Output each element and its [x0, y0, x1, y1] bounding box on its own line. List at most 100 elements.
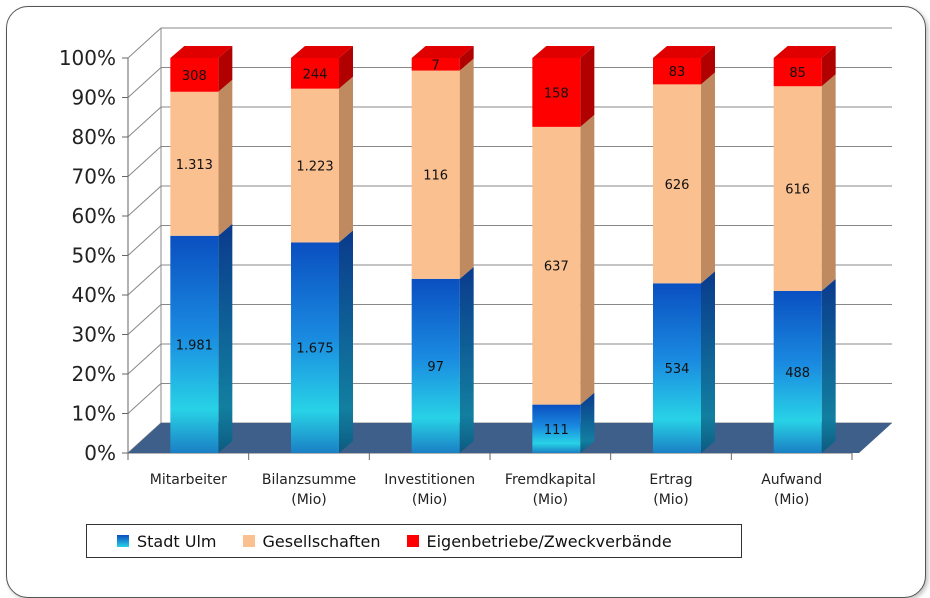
gridline-side	[127, 67, 162, 98]
x-tick-label: Aufwand	[761, 472, 822, 488]
legend-swatch-stadt-ulm	[117, 535, 129, 547]
bar-side	[459, 46, 474, 71]
data-label: 488	[785, 366, 810, 381]
gridline-side	[127, 225, 162, 256]
y-tick-label: 100%	[59, 46, 116, 70]
gridline-side	[127, 343, 162, 375]
legend-item-eigenbetriebe: Eigenbetriebe/Zweckverbände	[406, 531, 672, 551]
data-label: 1.313	[176, 158, 213, 173]
data-label: 85	[789, 66, 806, 81]
x-tick-label: Bilanzsumme	[262, 472, 356, 488]
bar-top	[291, 46, 353, 58]
data-label: 7	[432, 58, 440, 73]
legend-swatch-gesellschaften	[242, 535, 255, 547]
bar-top	[773, 46, 836, 58]
bar-side	[459, 58, 474, 279]
y-tick-label: 10%	[72, 402, 116, 426]
bar-segment	[532, 404, 581, 453]
data-label: 626	[665, 178, 690, 193]
y-tick-label: 40%	[72, 283, 116, 307]
y-tick-label: 70%	[72, 165, 116, 189]
gridline-side	[127, 383, 162, 414]
bar-segment	[170, 91, 219, 236]
x-tick-label: Ertrag	[649, 472, 692, 488]
bar-side	[339, 46, 353, 89]
bar-top	[532, 46, 595, 58]
y-tick-label: 80%	[72, 125, 116, 149]
y-tick-label: 60%	[72, 204, 116, 228]
bar-segment	[653, 283, 701, 453]
bar-side	[580, 46, 595, 127]
bar-side	[580, 392, 595, 453]
bar-side	[218, 79, 233, 236]
bar-side	[821, 46, 836, 87]
bar-side	[701, 72, 715, 284]
legend-swatch-eigenbetriebe	[406, 535, 419, 547]
data-label: 244	[303, 67, 328, 82]
bar-segment	[532, 58, 581, 127]
bar-top	[653, 46, 715, 58]
data-label: 616	[785, 183, 810, 198]
bar-side	[218, 223, 233, 453]
bar-side	[339, 230, 353, 453]
x-tick-label: Fremdkapital	[505, 472, 596, 488]
bar-side	[821, 74, 836, 291]
bar-side	[701, 46, 715, 85]
legend-label: Eigenbetriebe/Zweckverbände	[426, 531, 672, 551]
bar-segment	[773, 290, 822, 453]
bar-top	[170, 46, 233, 58]
bar-segment	[291, 242, 339, 453]
bar-segment	[411, 70, 460, 279]
data-label: 1.981	[176, 338, 213, 353]
legend: Stadt Ulm Gesellschaften Eigenbetriebe/Z…	[86, 524, 742, 558]
gridline-side	[127, 185, 162, 217]
gridline-side	[127, 304, 162, 335]
gridline-side	[127, 106, 162, 138]
bar-segment	[532, 126, 581, 405]
data-label: 534	[665, 362, 690, 377]
data-label: 637	[544, 260, 569, 275]
x-tick-label: (Mio)	[412, 492, 447, 508]
legend-item-gesellschaften: Gesellschaften	[242, 531, 381, 551]
y-tick-label: 90%	[72, 86, 116, 110]
x-tick-label: (Mio)	[653, 492, 688, 508]
x-tick-label: Mitarbeiter	[150, 472, 227, 488]
y-tick-label: 50%	[72, 244, 116, 268]
bar-segment	[653, 58, 701, 85]
bar-segment	[773, 58, 822, 87]
x-tick-label: (Mio)	[291, 492, 326, 508]
bar-side	[580, 114, 595, 405]
bar-side	[821, 278, 836, 453]
stacked-bar-chart: 0% 10% 20% 30% 40% 50% 60% 70% 80% 90% 100% 1.981 1.…	[59, 27, 892, 508]
bar-segment	[170, 235, 219, 453]
gridline-side	[127, 264, 162, 296]
data-label: 83	[669, 65, 686, 80]
bar-segment	[291, 88, 339, 243]
bar-segment	[411, 58, 460, 71]
data-label: 158	[544, 86, 569, 101]
data-label: 1.675	[296, 342, 333, 357]
gridline-side	[127, 146, 162, 177]
legend-label: Gesellschaften	[262, 531, 381, 551]
bar-segment	[291, 58, 339, 89]
bar-segment	[773, 86, 822, 291]
data-label: 111	[544, 423, 569, 438]
y-tick-label: 0%	[84, 441, 116, 465]
bar-segment	[170, 58, 219, 92]
y-tick-label: 20%	[72, 362, 116, 386]
legend-item-stadt-ulm: Stadt Ulm	[117, 532, 217, 551]
data-label: 97	[427, 360, 444, 375]
bar-segment	[653, 84, 701, 284]
bar-side	[218, 46, 233, 92]
data-label: 308	[182, 69, 207, 84]
x-tick-label: (Mio)	[533, 492, 568, 508]
y-tick-label: 30%	[72, 323, 116, 347]
bar-side	[701, 271, 715, 453]
bar-side	[459, 266, 474, 453]
data-label: 116	[423, 169, 448, 184]
bar-segment	[411, 278, 460, 453]
legend-label: Stadt Ulm	[137, 531, 217, 551]
data-label: 1.223	[296, 160, 333, 175]
x-tick-label: Investitionen	[384, 472, 475, 488]
x-tick-label: (Mio)	[774, 492, 809, 508]
